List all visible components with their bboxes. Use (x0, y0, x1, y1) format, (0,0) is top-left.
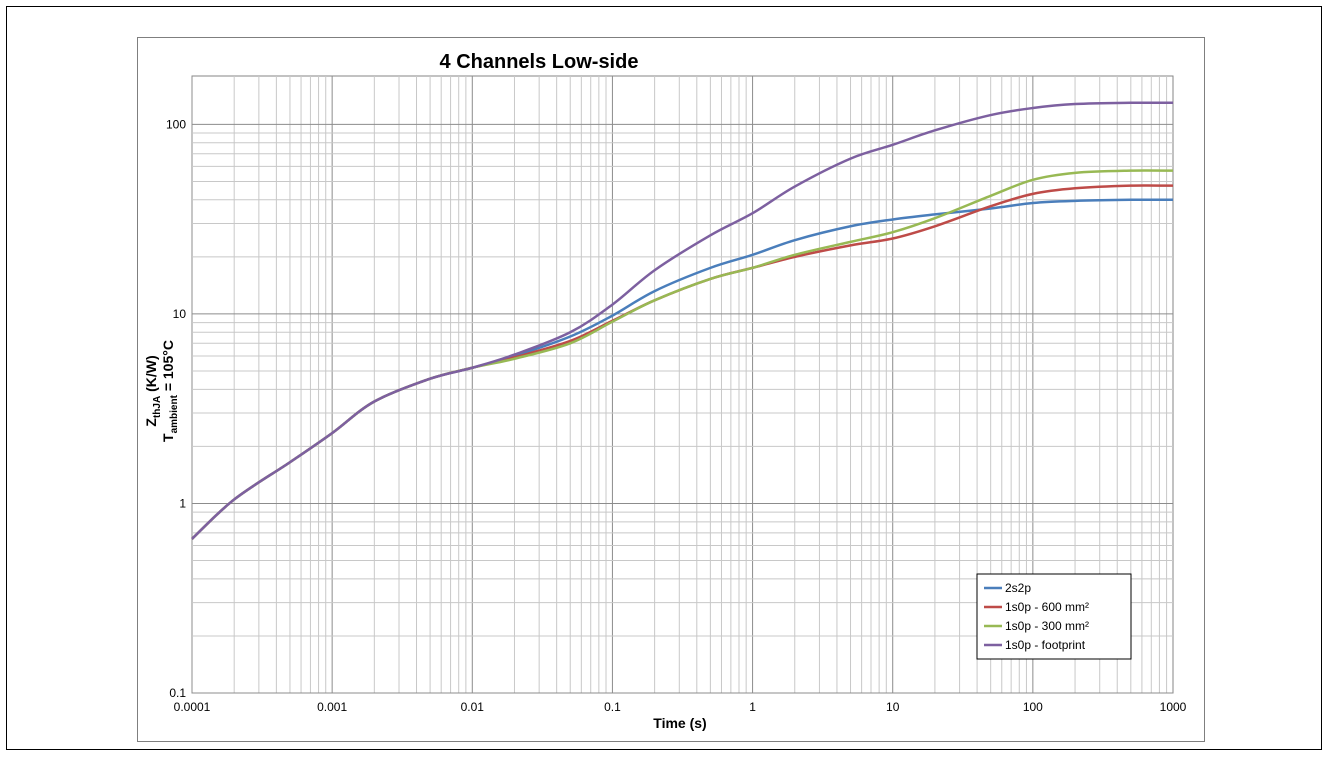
y-tick-label: 1 (179, 496, 186, 510)
legend-label: 1s0p - footprint (1005, 638, 1086, 652)
y-axis-label-line1: ZthJA (K/W) (143, 355, 163, 426)
y-tick-label: 0.1 (169, 686, 186, 700)
legend-box (976, 573, 1132, 660)
legend-label: 1s0p - 600 mm² (1005, 600, 1089, 614)
x-tick-label: 0.1 (604, 700, 621, 714)
chart-frame: 0.0001 0.001 0.01 0.1 1 10 100 1000 0.1 1 10 100 4 … (6, 6, 1322, 750)
x-tick-label: 1 (749, 700, 756, 714)
y-axis-label-line2: Tambient = 105°C (160, 340, 180, 442)
y-label-t-rest: = 105°C (160, 340, 176, 395)
x-tick-label: 0.0001 (174, 700, 211, 714)
y-label-z-sub: thJA (152, 396, 163, 418)
chart-svg: 0.0001 0.001 0.01 0.1 1 10 100 1000 0.1 1 10 100 4 … (143, 51, 1187, 731)
chart-title: 4 Channels Low-side (440, 51, 639, 73)
x-tick-label: 0.001 (317, 700, 347, 714)
x-tick-label: 10 (886, 700, 900, 714)
tick-layer: 0.0001 0.001 0.01 0.1 1 10 100 1000 0.1 1 10 100 (166, 117, 1187, 714)
x-tick-label: 0.01 (461, 700, 485, 714)
y-label-t: T (160, 433, 176, 442)
legend-label: 2s2p (1005, 581, 1031, 595)
y-label-z: Z (143, 418, 159, 427)
y-tick-label: 10 (173, 307, 187, 321)
legend-label: 1s0p - 300 mm² (1005, 619, 1089, 633)
y-label-z-rest: (K/W) (143, 355, 159, 395)
y-label-t-sub: ambient (169, 394, 180, 433)
y-tick-label: 100 (166, 117, 186, 131)
x-axis-label: Time (s) (653, 715, 706, 731)
x-tick-label: 100 (1023, 700, 1043, 714)
legend: 2s2p 1s0p - 600 mm² 1s0p - 300 mm² 1s0p - f… (976, 573, 1132, 660)
series-line (191, 101, 1174, 540)
x-tick-label: 1000 (1160, 700, 1187, 714)
series-layer (191, 101, 1174, 540)
